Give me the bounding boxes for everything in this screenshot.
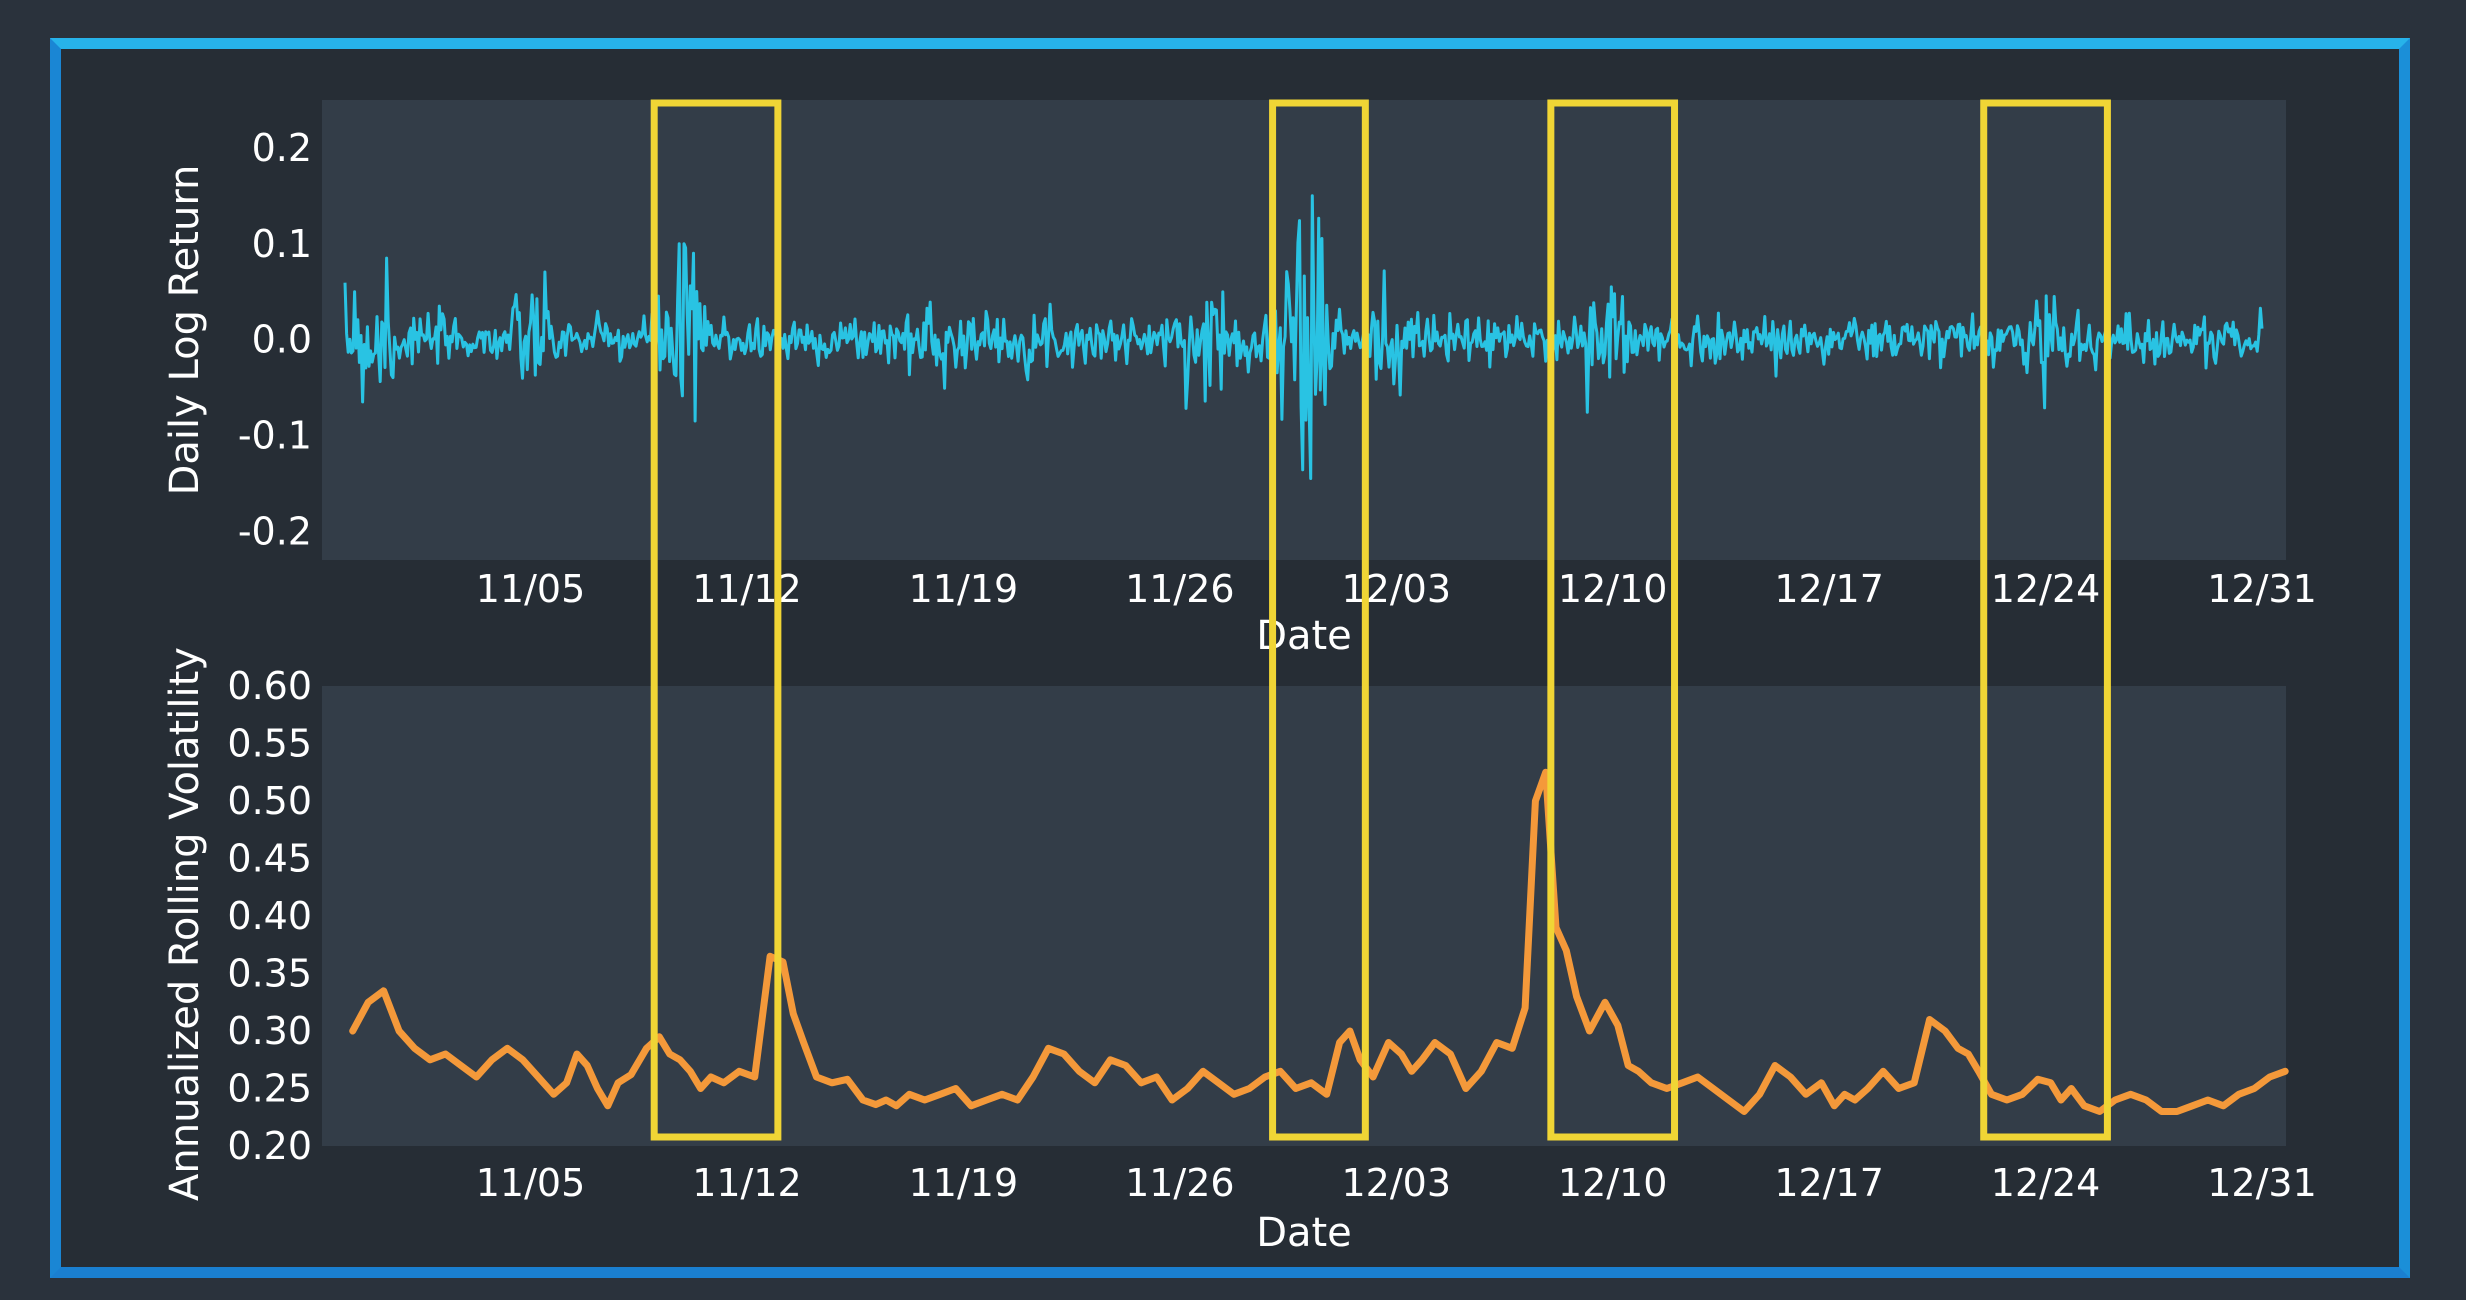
returns-x-tick-label: 12/24 xyxy=(1991,567,2101,611)
volatility-y-tick-label: 0.60 xyxy=(227,664,312,708)
volatility-x-tick-label: 11/19 xyxy=(909,1161,1019,1205)
returns-x-tick-label: 11/19 xyxy=(909,567,1019,611)
volatility-x-tick-label: 12/10 xyxy=(1558,1161,1668,1205)
volatility-y-ticks: 0.60 0.55 0.50 0.45 0.40 0.35 0.30 0.25 0.20 xyxy=(227,664,312,1168)
volatility-x-tick-label: 12/31 xyxy=(2207,1161,2317,1205)
volatility-x-ticks: 11/05 11/12 11/19 11/26 12/03 12/10 12/17 12/24… xyxy=(476,1161,2317,1205)
volatility-y-tick-label: 0.35 xyxy=(227,952,312,996)
returns-x-tick-label: 12/10 xyxy=(1558,567,1668,611)
highlight-box xyxy=(650,99,782,1141)
returns-x-tick-label: 11/12 xyxy=(692,567,802,611)
highlight-box xyxy=(1269,99,1369,1141)
returns-series-layer xyxy=(343,194,2264,480)
volatility-y-tick-label: 0.45 xyxy=(227,837,312,881)
volatility-x-tick-label: 11/05 xyxy=(476,1161,586,1205)
returns-y-ticks: 0.2 0.1 0.0 -0.1 -0.2 xyxy=(238,126,312,553)
highlight-layer xyxy=(650,99,2111,1141)
volatility-x-tick-label: 12/17 xyxy=(1774,1161,1884,1205)
returns-y-tick-label: 0.2 xyxy=(252,126,312,170)
returns-x-tick-label: 11/05 xyxy=(476,567,586,611)
volatility-y-tick-label: 0.40 xyxy=(227,894,312,938)
volatility-y-tick-label: 0.50 xyxy=(227,779,312,823)
volatility-x-tick-label: 12/03 xyxy=(1342,1161,1452,1205)
returns-series-line xyxy=(343,194,2264,480)
returns-x-tick-label: 12/17 xyxy=(1774,567,1884,611)
returns-x-tick-label: 11/26 xyxy=(1125,567,1235,611)
volatility-y-axis-title: Annualized Rolling Volatility xyxy=(162,647,208,1201)
highlight-box xyxy=(1980,99,2111,1141)
returns-y-tick-label: -0.2 xyxy=(238,509,312,553)
volatility-x-tick-label: 11/12 xyxy=(692,1161,802,1205)
returns-y-tick-label: 0.1 xyxy=(252,222,312,266)
volatility-series-layer xyxy=(349,768,2289,1115)
returns-x-tick-label: 12/31 xyxy=(2207,567,2317,611)
returns-x-ticks: 11/05 11/12 11/19 11/26 12/03 12/10 12/17 12/24… xyxy=(476,567,2317,611)
returns-y-axis-title: Daily Log Return xyxy=(162,165,208,496)
volatility-x-tick-label: 12/24 xyxy=(1991,1161,2101,1205)
volatility-x-tick-label: 11/26 xyxy=(1125,1161,1235,1205)
volatility-series-line xyxy=(349,768,2289,1115)
volatility-y-tick-label: 0.55 xyxy=(227,722,312,766)
returns-y-tick-label: -0.1 xyxy=(238,413,312,457)
returns-x-tick-label: 12/03 xyxy=(1342,567,1452,611)
highlight-box xyxy=(1547,99,1679,1141)
volatility-y-tick-label: 0.25 xyxy=(227,1067,312,1111)
returns-y-tick-label: 0.0 xyxy=(252,318,312,362)
volatility-panel-background xyxy=(322,686,2286,1146)
volatility-y-tick-label: 0.20 xyxy=(227,1124,312,1168)
volatility-y-tick-label: 0.30 xyxy=(227,1009,312,1053)
volatility-x-axis-title: Date xyxy=(1256,1210,1352,1256)
